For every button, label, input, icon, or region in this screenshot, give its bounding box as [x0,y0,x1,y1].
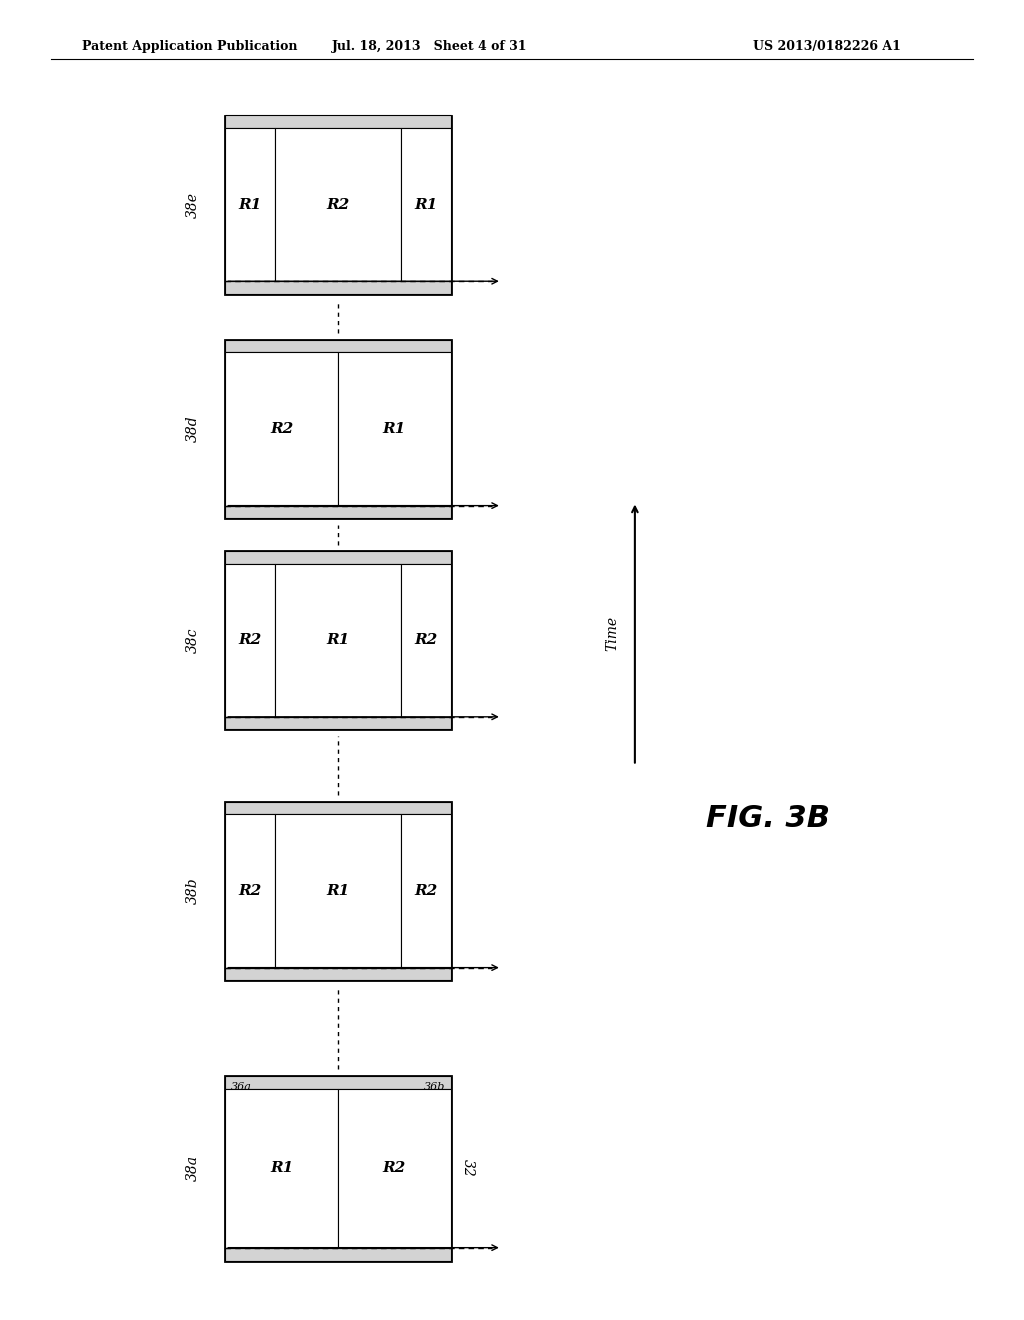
Text: R2: R2 [239,884,262,898]
Bar [225,1089,338,1247]
Text: R2: R2 [327,198,349,211]
Bar [274,128,401,281]
FancyBboxPatch shape [225,552,451,729]
FancyBboxPatch shape [225,339,451,517]
Text: R2: R2 [414,884,437,898]
Text: FIG. 3B: FIG. 3B [706,804,830,833]
Text: US 2013/0182226 A1: US 2013/0182226 A1 [754,40,901,53]
Text: 36a: 36a [230,1082,251,1093]
Bar [225,801,451,814]
Bar [401,814,451,968]
Bar [225,717,451,729]
Text: Jul. 18, 2013   Sheet 4 of 31: Jul. 18, 2013 Sheet 4 of 31 [333,40,527,53]
Bar [225,352,338,506]
Bar [338,1089,451,1247]
Bar [225,128,274,281]
Text: Patent Application Publication: Patent Application Publication [82,40,297,53]
Text: 36b: 36b [424,1082,445,1093]
Text: R2: R2 [270,422,293,436]
Text: 38a: 38a [185,1155,200,1181]
Text: R1: R1 [239,198,262,211]
Bar [225,564,274,717]
Bar [274,814,401,968]
FancyBboxPatch shape [225,1076,451,1261]
Bar [338,352,451,506]
Bar [401,128,451,281]
Bar [401,564,451,717]
Text: R2: R2 [383,1162,406,1175]
Text: R2: R2 [239,634,262,647]
Text: R1: R1 [383,422,406,436]
FancyBboxPatch shape [225,801,451,979]
Text: R1: R1 [327,884,349,898]
Bar [225,1247,451,1261]
Bar [225,552,451,564]
Text: 32: 32 [461,1159,475,1177]
FancyBboxPatch shape [225,116,451,294]
Text: 38d: 38d [185,416,200,442]
Text: R1: R1 [414,198,437,211]
Bar [225,814,274,968]
Text: 38e: 38e [185,191,200,218]
Bar [225,339,451,352]
Bar [274,564,401,717]
Bar [225,506,451,517]
Text: 38b: 38b [185,878,200,904]
Bar [225,968,451,979]
Text: R1: R1 [327,634,349,647]
Bar [225,116,451,128]
Text: R1: R1 [270,1162,293,1175]
Bar [225,1076,451,1089]
Bar [225,281,451,294]
Text: R2: R2 [414,634,437,647]
Text: 38c: 38c [185,627,200,653]
Text: Time: Time [605,616,620,651]
